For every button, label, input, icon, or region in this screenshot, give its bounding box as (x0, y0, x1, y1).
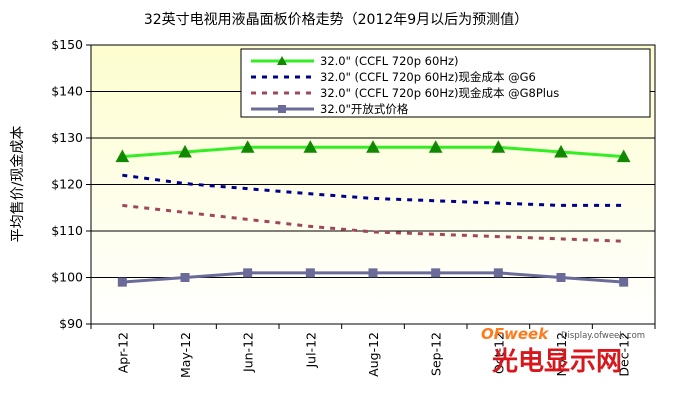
watermark-cn-name: 光电显示网 (491, 347, 622, 377)
x-tick-label: Sep-12 (429, 332, 444, 376)
data-point-marker (368, 268, 378, 278)
data-point-marker (493, 268, 503, 278)
y-tick-label: $90 (59, 316, 83, 331)
x-tick-label: Oct-12 (491, 332, 506, 374)
series-4 (117, 268, 629, 287)
x-tick-label: Dec-12 (617, 332, 632, 377)
data-point-marker (366, 140, 380, 153)
x-tick-label: May-12 (178, 332, 193, 378)
data-point-marker (305, 268, 315, 278)
x-axis-ticks: Apr-12 May-12 Jun-12 Jul-12 Aug-12 Sep-12 Oct-… (90, 324, 656, 378)
series-2-line (122, 173, 624, 207)
data-point-marker (243, 268, 253, 278)
data-point-marker (117, 277, 127, 287)
y-axis-label: 平均售价/现金成本 (10, 126, 26, 243)
y-tick-label: $150 (51, 37, 83, 52)
x-tick-label: Aug-12 (366, 332, 381, 377)
x-tick-label: Nov-12 (554, 332, 569, 376)
legend-swatch-marker (277, 56, 287, 65)
y-tick-label: $110 (51, 223, 83, 238)
series-group (115, 140, 631, 287)
data-point-marker (115, 149, 130, 163)
data-point-marker (178, 144, 192, 158)
series-3 (122, 203, 624, 243)
data-point-marker (240, 140, 255, 153)
data-point-marker (180, 273, 190, 282)
data-point-marker (616, 149, 631, 163)
series-3-line (122, 203, 624, 243)
data-point-marker (303, 140, 318, 153)
data-point-marker (619, 277, 629, 287)
chart-title: 32英寸电视用液晶面板价格走势（2012年9月以后为预测值） (144, 11, 528, 28)
series-1 (115, 140, 631, 163)
y-tick-label: $120 (51, 177, 83, 192)
data-point-marker (431, 268, 441, 278)
y-tick-label: $140 (51, 84, 83, 99)
y-tick-label: $130 (51, 130, 83, 145)
legend-swatch-marker (278, 105, 286, 113)
watermark: OFweek Display.ofweek.com 光电显示网 (481, 325, 645, 377)
series-2 (122, 173, 624, 207)
watermark-brand: OFweek (481, 325, 549, 343)
legend-label: 32.0" (CCFL 720p 60Hz)现金成本 @G8Plus (320, 86, 559, 100)
data-point-marker (554, 144, 568, 158)
data-point-marker (491, 140, 506, 153)
x-tick-label: Jun-12 (241, 332, 256, 373)
legend-label: 32.0" (CCFL 720p 60Hz) (320, 54, 458, 68)
legend-label: 32.0"开放式价格 (320, 102, 409, 116)
y-tick-label: $100 (51, 270, 83, 285)
data-point-marker (428, 140, 443, 153)
y-axis-ticks: $90 $100 $110 $120 $130 $140 $150 (51, 37, 91, 331)
x-tick-label: Apr-12 (115, 332, 130, 373)
x-tick-label: Jul-12 (303, 332, 318, 369)
watermark-site: Display.ofweek.com (561, 331, 645, 341)
data-point-marker (556, 273, 566, 282)
legend-label: 32.0" (CCFL 720p 60Hz)现金成本 @G6 (320, 70, 536, 84)
legend: 32.0" (CCFL 720p 60Hz) 32.0" (CCFL 720p 6… (240, 48, 651, 118)
